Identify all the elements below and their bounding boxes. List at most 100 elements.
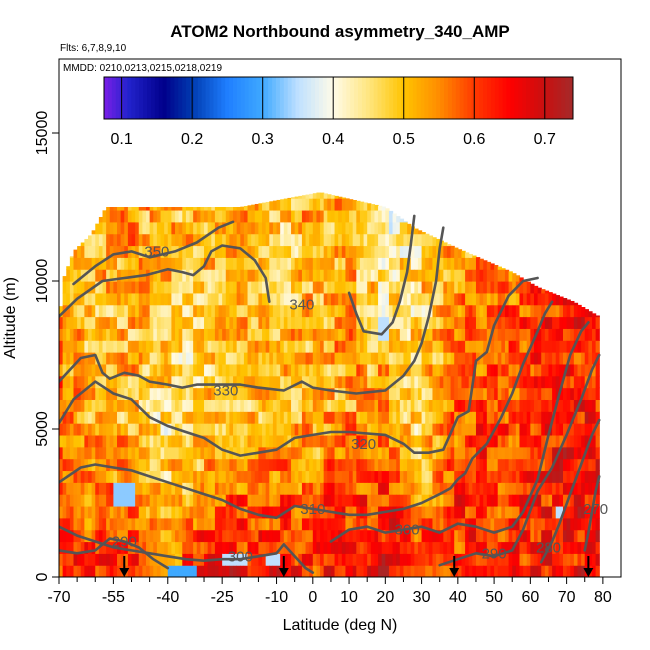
heatmap-cell — [95, 482, 100, 495]
heatmap-cell — [156, 494, 162, 507]
heatmap-cell — [374, 209, 379, 223]
heatmap-cell — [182, 470, 187, 483]
heatmap-cell — [526, 363, 531, 377]
heatmap-cell — [439, 423, 444, 436]
heatmap-cell — [131, 494, 136, 507]
heatmap-cell — [135, 375, 140, 389]
heatmap-cell — [135, 328, 140, 341]
heatmap-cell — [562, 446, 568, 460]
heatmap-cell — [352, 269, 357, 282]
heatmap-cell — [374, 304, 379, 318]
profile-arrow-head — [278, 568, 289, 577]
heatmap-cell — [577, 375, 582, 389]
dates-note: MMDD: 0210,0213,0215,0218,0219 — [63, 63, 222, 74]
heatmap-cell — [548, 292, 553, 294]
heatmap-cell — [73, 387, 78, 400]
heatmap-cell — [352, 233, 357, 247]
heatmap-cell — [396, 411, 401, 424]
heatmap-cell — [196, 340, 202, 353]
heatmap-cell — [320, 292, 325, 306]
heatmap-cell — [153, 446, 158, 460]
heatmap-cell — [490, 281, 495, 294]
heatmap-cell — [381, 304, 386, 318]
heatmap-cell — [233, 411, 238, 424]
heatmap-cell — [584, 541, 589, 554]
heatmap-cell — [581, 423, 586, 436]
heatmap-cell — [403, 423, 408, 436]
contour-line-290 — [59, 537, 170, 570]
heatmap-cell — [316, 529, 321, 543]
heatmap-cell — [138, 505, 143, 519]
heatmap-cell — [591, 517, 597, 531]
heatmap-cell — [254, 245, 260, 258]
heatmap-cell — [359, 316, 365, 329]
heatmap-cell — [91, 316, 96, 329]
heatmap-cell — [109, 257, 114, 270]
heatmap-cell — [305, 269, 310, 282]
heatmap-cell — [258, 269, 263, 282]
heatmap-cell — [385, 328, 390, 341]
heatmap-cell — [356, 517, 361, 531]
heatmap-cell — [504, 529, 510, 543]
heatmap-cell — [454, 482, 459, 495]
heatmap-cell — [66, 565, 71, 577]
heatmap-cell — [109, 446, 114, 460]
heatmap-cell — [432, 541, 437, 554]
heatmap-cell — [171, 541, 176, 554]
heatmap-cell — [537, 517, 542, 531]
heatmap-cell — [106, 565, 111, 577]
heatmap-cell — [475, 565, 481, 577]
heatmap-cell — [280, 423, 285, 436]
heatmap-cell — [378, 352, 383, 365]
heatmap-cell — [80, 304, 85, 318]
heatmap-cell — [465, 340, 470, 353]
heatmap-cell — [247, 205, 252, 211]
heatmap-cell — [146, 482, 151, 495]
heatmap-cell — [287, 387, 292, 400]
heatmap-cell — [189, 257, 194, 270]
heatmap-cell — [552, 293, 557, 306]
heatmap-cell — [526, 292, 531, 306]
heatmap-cell — [443, 340, 448, 353]
heatmap-cell — [309, 340, 314, 353]
heatmap-cell — [98, 494, 104, 507]
heatmap-cell — [446, 565, 452, 577]
heatmap-cell — [591, 340, 597, 353]
heatmap-cell — [233, 423, 238, 436]
heatmap-cell — [378, 541, 383, 554]
heatmap-cell — [164, 399, 169, 412]
heatmap-cell — [330, 553, 336, 566]
colorbar-segment — [174, 77, 179, 119]
heatmap-cell — [135, 553, 140, 566]
heatmap-cell — [544, 352, 550, 365]
heatmap-cell — [283, 281, 289, 294]
heatmap-cell — [280, 363, 285, 377]
heatmap-cell — [243, 233, 249, 247]
heatmap-cell — [189, 352, 194, 365]
heatmap-cell — [461, 553, 466, 566]
heatmap-cell — [146, 494, 151, 507]
heatmap-cell — [323, 529, 328, 543]
heatmap-cell — [349, 363, 354, 377]
heatmap-cell — [352, 352, 357, 365]
heatmap-cell — [222, 281, 227, 294]
colorbar-tick-label: 0.6 — [463, 131, 485, 148]
heatmap-cell — [428, 541, 434, 554]
heatmap-cell — [443, 482, 448, 495]
heatmap-cell — [247, 482, 252, 495]
heatmap-cell — [164, 281, 169, 294]
heatmap-cell — [269, 233, 274, 247]
heatmap-cell — [573, 541, 579, 554]
heatmap-cell — [504, 505, 510, 519]
heatmap-cell — [69, 565, 75, 577]
heatmap-cell — [461, 434, 466, 448]
heatmap-cell — [330, 328, 336, 341]
heatmap-cell — [392, 340, 397, 353]
heatmap-cell — [512, 529, 517, 543]
heatmap-cell — [160, 423, 165, 436]
heatmap-cell — [135, 565, 140, 577]
heatmap-cell — [323, 553, 328, 566]
heatmap-cell — [330, 494, 336, 507]
heatmap-cell — [508, 281, 513, 294]
heatmap-cell — [341, 328, 347, 341]
